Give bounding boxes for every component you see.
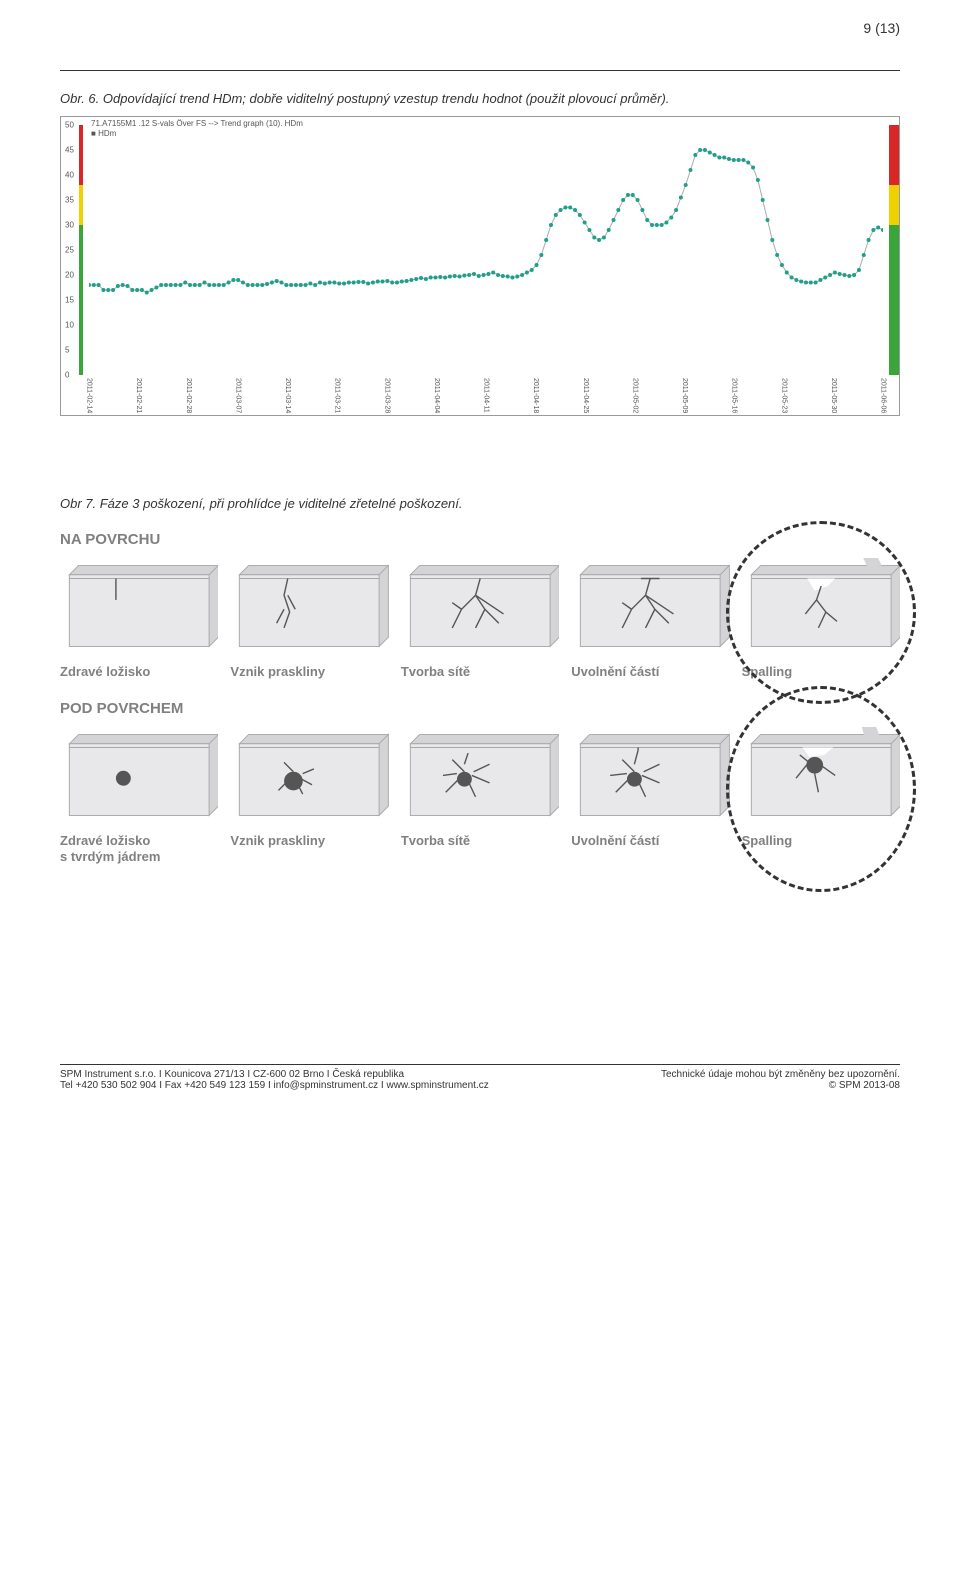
- footer-left-1: SPM Instrument s.r.o. I Kounicova 271/13…: [60, 1069, 404, 1080]
- footer-left-2: Tel +420 530 502 904 I Fax +420 549 123 …: [60, 1080, 489, 1091]
- x-tick-label: 2011-02-28: [185, 378, 192, 413]
- y-tick-label: 0: [65, 371, 69, 380]
- x-tick-label: 2011-05-30: [830, 378, 837, 413]
- damage-stage-block: Spalling: [742, 558, 900, 680]
- y-tick-label: 30: [65, 221, 74, 230]
- y-tick-label: 25: [65, 246, 74, 255]
- footer-right-2: © SPM 2013-08: [829, 1080, 900, 1091]
- x-tick-label: 2011-03-07: [234, 378, 241, 413]
- damage-stage-block: Vznik praskliny: [230, 558, 388, 680]
- damage-stage-block: Zdravé ložisko: [60, 558, 218, 680]
- caption-fig7: Obr 7. Fáze 3 poškození, při prohlídce j…: [60, 496, 900, 511]
- y-tick-label: 15: [65, 296, 74, 305]
- x-tick-label: 2011-04-04: [433, 378, 440, 413]
- block-caption: Spalling: [742, 664, 900, 680]
- x-tick-label: 2011-05-23: [780, 378, 787, 413]
- y-tick-label: 50: [65, 121, 74, 130]
- damage-stage-block: Tvorba sítě: [401, 558, 559, 680]
- y-tick-label: 5: [65, 346, 69, 355]
- x-tick-label: 2011-06-06: [880, 378, 887, 413]
- x-tick-label: 2011-03-21: [334, 378, 341, 413]
- damage-stage-block: Tvorba sítě: [401, 727, 559, 864]
- x-tick-label: 2011-04-18: [532, 378, 539, 413]
- block-caption: Tvorba sítě: [401, 664, 559, 680]
- block-caption: Vznik praskliny: [230, 833, 388, 849]
- damage-stage-block: Uvolnění částí: [571, 558, 729, 680]
- y-tick-label: 40: [65, 171, 74, 180]
- page-number: 9 (13): [863, 20, 900, 36]
- block-caption: Uvolnění částí: [571, 833, 729, 849]
- status-bar-left: [79, 125, 83, 375]
- block-caption: Zdravé ložisko s tvrdým jádrem: [60, 833, 218, 864]
- infographic-row-subsurface: Zdravé ložisko s tvrdým jádrem Vznik pras…: [60, 727, 900, 864]
- x-tick-label: 2011-04-25: [582, 378, 589, 413]
- block-caption: Vznik praskliny: [230, 664, 388, 680]
- footer: SPM Instrument s.r.o. I Kounicova 271/13…: [60, 1064, 900, 1091]
- x-tick-label: 2011-02-21: [135, 378, 142, 413]
- damage-stage-block: Spalling: [742, 727, 900, 864]
- status-bar-right: [889, 125, 899, 375]
- x-tick-label: 2011-05-09: [681, 378, 688, 413]
- block-caption: Uvolnění částí: [571, 664, 729, 680]
- y-tick-label: 10: [65, 321, 74, 330]
- x-tick-label: 2011-05-16: [731, 378, 738, 413]
- top-rule: [60, 70, 900, 71]
- chart-svg: [89, 125, 883, 375]
- infographic-row-surface: Zdravé ložisko Vznik praskliny Tvorba sítě…: [60, 558, 900, 680]
- x-tick-label: 2011-05-02: [631, 378, 638, 413]
- x-tick-label: 2011-02-14: [86, 378, 93, 413]
- y-tick-label: 45: [65, 146, 74, 155]
- section-label-bot: POD POVRCHEM: [60, 700, 900, 717]
- block-caption: Spalling: [742, 833, 900, 849]
- x-tick-label: 2011-04-11: [483, 378, 490, 413]
- section-label-top: NA POVRCHU: [60, 531, 900, 548]
- damage-stage-block: Zdravé ložisko s tvrdým jádrem: [60, 727, 218, 864]
- x-tick-label: 2011-03-28: [383, 378, 390, 413]
- damage-stage-block: Uvolnění částí: [571, 727, 729, 864]
- trend-chart: 71.A7155M1 .12 S-vals Över FS --> Trend …: [60, 116, 900, 416]
- y-tick-label: 35: [65, 196, 74, 205]
- caption-fig6: Obr. 6. Odpovídající trend HDm; dobře vi…: [60, 91, 900, 106]
- y-tick-label: 20: [65, 271, 74, 280]
- x-tick-label: 2011-03-14: [284, 378, 291, 413]
- damage-stage-block: Vznik praskliny: [230, 727, 388, 864]
- block-caption: Zdravé ložisko: [60, 664, 218, 680]
- block-caption: Tvorba sítě: [401, 833, 559, 849]
- footer-rule: [60, 1064, 900, 1065]
- footer-right-1: Technické údaje mohou být změněny bez up…: [661, 1069, 900, 1080]
